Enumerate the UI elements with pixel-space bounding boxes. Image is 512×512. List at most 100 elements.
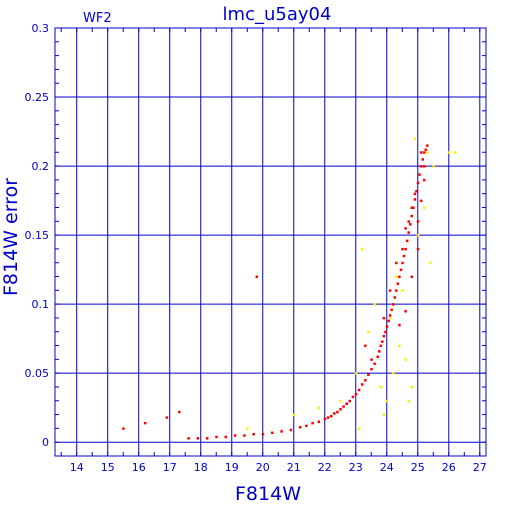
x-tick-label: 16: [132, 461, 146, 474]
red-data-point: [424, 148, 428, 151]
red-data-point: [390, 308, 393, 312]
x-tick-label: 25: [411, 461, 425, 474]
red-data-point: [196, 437, 200, 440]
yellow-data-point: [388, 316, 392, 320]
x-tick-label: 24: [380, 461, 394, 474]
yellow-data-point: [416, 234, 420, 237]
red-data-point: [364, 379, 367, 382]
yellow-data-point: [317, 406, 321, 410]
red-data-point: [326, 416, 330, 419]
red-data-point: [311, 421, 314, 425]
red-data-point: [215, 435, 218, 439]
y-tick-label: 0.1: [32, 298, 50, 311]
red-data-point: [405, 239, 409, 243]
red-data-point: [354, 392, 358, 396]
red-data-point: [404, 227, 407, 230]
red-data-point: [422, 178, 426, 182]
red-data-point: [360, 383, 364, 386]
red-data-point: [398, 275, 401, 279]
red-data-point: [419, 165, 423, 168]
red-data-point: [370, 358, 373, 361]
red-data-point: [413, 192, 417, 196]
red-data-point: [339, 408, 342, 411]
red-data-point: [252, 432, 255, 436]
x-tick-label: 27: [473, 461, 487, 474]
yellow-data-point: [360, 247, 364, 251]
red-data-point: [415, 189, 418, 193]
x-tick-label: 22: [318, 461, 332, 474]
red-data-point: [165, 416, 169, 419]
yellow-data-point: [354, 372, 358, 375]
x-tick-label: 17: [163, 461, 177, 474]
x-axis-label: F814W: [235, 483, 301, 505]
yellow-data-point: [373, 303, 376, 306]
red-data-point: [382, 334, 386, 338]
red-data-point: [357, 388, 361, 392]
red-data-point: [178, 410, 181, 414]
chip-annotation: WF2: [83, 11, 112, 26]
red-data-point: [419, 199, 423, 203]
red-data-point: [333, 412, 336, 415]
red-data-point: [396, 282, 400, 285]
red-data-point: [384, 330, 387, 334]
red-data-point: [305, 424, 308, 428]
yellow-data-point: [339, 399, 342, 403]
red-data-point: [416, 220, 420, 223]
y-tick-label: 0.15: [25, 229, 50, 242]
y-tick-label: 0.25: [25, 91, 50, 104]
red-data-point: [419, 151, 423, 154]
red-data-point: [376, 355, 379, 359]
yellow-data-point: [398, 344, 401, 348]
red-data-point: [382, 316, 386, 320]
yellow-data-point: [447, 151, 451, 154]
red-data-point: [402, 254, 406, 258]
red-data-point: [422, 165, 426, 168]
red-data-point: [289, 428, 293, 432]
y-axis-label: F814W error: [0, 178, 22, 296]
yellow-data-point: [246, 427, 249, 430]
red-data-point: [388, 289, 392, 292]
red-data-point: [401, 261, 404, 265]
red-data-point: [378, 350, 381, 353]
chart-title: lmc_u5ay04: [223, 4, 332, 25]
yellow-data-point: [379, 385, 383, 389]
yellow-data-point: [391, 372, 395, 375]
x-tick-label: 14: [70, 461, 84, 474]
red-data-point: [407, 220, 410, 223]
red-data-point: [379, 344, 383, 348]
red-data-point: [416, 247, 420, 251]
yellow-data-point: [413, 137, 417, 140]
red-data-point: [412, 206, 415, 209]
x-tick-label: 23: [349, 461, 363, 474]
red-data-point: [370, 368, 373, 371]
red-data-point: [422, 151, 426, 154]
yellow-data-point: [382, 413, 386, 417]
yellow-data-point: [410, 385, 414, 389]
red-data-point: [381, 340, 384, 343]
red-data-point: [317, 420, 321, 423]
red-data-point: [323, 417, 327, 421]
red-data-point: [421, 158, 424, 161]
yellow-data-point: [422, 206, 426, 209]
red-data-point: [143, 421, 147, 425]
yellow-data-point: [453, 151, 457, 154]
red-data-point: [407, 231, 410, 234]
red-data-point: [391, 303, 395, 306]
yellow-data-point: [385, 399, 389, 403]
yellow-data-point: [432, 165, 435, 168]
yellow-data-point: [367, 330, 370, 334]
red-data-point: [345, 402, 348, 406]
red-data-point: [410, 214, 414, 218]
red-data-point: [398, 323, 401, 327]
yellow-data-point: [395, 275, 398, 279]
red-data-point: [367, 373, 370, 377]
axis-ticks: 14 15 16 17 18 19 20 21 22 23 24 25 26 27 0 0.05 0.1 0.15…: [25, 22, 487, 474]
red-data-point: [255, 275, 259, 279]
x-tick-label: 15: [101, 461, 115, 474]
red-data-point: [122, 427, 125, 430]
yellow-data-point: [292, 413, 296, 417]
red-data-point: [409, 223, 412, 226]
red-data-point: [298, 426, 302, 429]
red-data-point: [224, 435, 228, 439]
yellow-data-point: [407, 399, 410, 403]
